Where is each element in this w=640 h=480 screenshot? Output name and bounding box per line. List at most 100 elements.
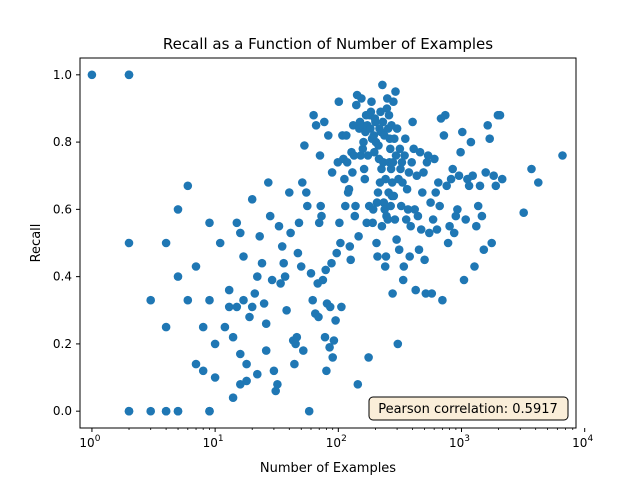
scatter-point [483,121,493,130]
scatter-point [390,134,399,143]
scatter-point [198,322,208,332]
scatter-point [309,110,318,120]
scatter-point [418,188,427,197]
scatter-point [332,248,342,258]
scatter-point [124,70,134,80]
scatter-point [420,255,429,265]
x-tick-label: 101 [203,434,224,450]
scatter-point [306,269,316,278]
annotation-text: Pearson correlation: 0.5917 [378,402,558,417]
scatter-point [453,205,462,214]
scatter-point [405,252,415,261]
scatter-point [459,275,469,285]
scatter-point [404,168,414,177]
scatter-point [446,174,456,184]
scatter-point [358,144,368,154]
scatter-point [87,70,97,80]
scatter-point [408,117,417,127]
scatter-point [146,295,155,305]
correlation-annotation: Pearson correlation: 0.5917 [368,396,569,421]
scatter-point [458,127,467,137]
scatter-point [527,164,536,174]
scatter-point [324,131,333,140]
scatter-point [374,141,383,150]
scatter-point [415,147,425,157]
scatter-point [265,211,275,221]
scatter-point [282,306,291,315]
scatter-point [252,272,262,281]
scatter-point [325,343,334,352]
x-axis-ticks: 100 101 102 103 104 [79,428,593,450]
scatter-point [183,295,193,305]
scatter-point [274,221,284,231]
scatter-point [431,188,441,197]
scatter-point [461,215,471,224]
scatter-point [426,198,435,207]
scatter-point [464,181,474,191]
scatter-point [285,188,294,197]
scatter-point [442,181,452,191]
scatter-point [449,228,459,238]
x-tick-label: 100 [79,434,100,450]
scatter-point [247,195,257,204]
scatter-point [381,252,391,261]
scatter-point [359,164,369,174]
scatter-point [327,258,336,268]
scatter-point [382,104,392,113]
scatter-point [356,151,366,160]
scatter-point [401,134,410,143]
scatter-point [454,171,464,180]
scatter-point [250,289,260,298]
scatter-point [242,359,251,369]
scatter-point [191,359,201,369]
scatter-point [342,131,351,140]
scatter-point [242,376,251,386]
scatter-point [402,184,412,194]
scatter-point [491,181,501,191]
scatter-point [353,380,363,389]
scatter-point [386,201,396,211]
scatter-point [345,242,355,251]
scatter-point [308,295,318,305]
scatter-point [368,218,378,228]
scatter-point [292,332,302,342]
scatter-point [390,215,400,224]
scatter-point [432,225,442,234]
scatter-point [425,228,434,238]
scatter-point [360,174,370,184]
scatter-point [419,168,428,177]
scatter-point [558,151,567,160]
scatter-point [367,97,376,106]
scatter-point [210,373,220,382]
scatter-point [485,134,495,143]
scatter-point [495,110,505,120]
scatter-point [224,302,234,312]
scatter-point [475,181,485,191]
scatter-point [472,221,481,231]
scatter-point [336,238,345,248]
scatter-point [379,158,388,167]
scatter-point [236,380,245,389]
scatter-point [320,117,329,127]
scatter-point [389,191,399,201]
scatter-point [489,171,499,180]
scatter-point [470,262,479,271]
scatter-point [245,312,254,322]
x-axis-label: Number of Examples [260,461,396,476]
scatter-point [342,158,352,167]
scatter-point [261,346,271,355]
scatter-point [277,242,287,251]
scatter-point [259,299,269,308]
scatter-point [340,174,349,184]
scatter-point [261,319,271,329]
scatter-point [412,171,422,180]
scatter-point [321,265,331,275]
scatter-point [224,285,234,295]
scatter-point [401,215,411,224]
scatter-point [377,221,387,231]
scatter-point [362,218,372,228]
scatter-point [388,289,397,298]
scatter-point [328,353,338,362]
scatter-point [124,238,134,248]
scatter-point [378,117,388,127]
